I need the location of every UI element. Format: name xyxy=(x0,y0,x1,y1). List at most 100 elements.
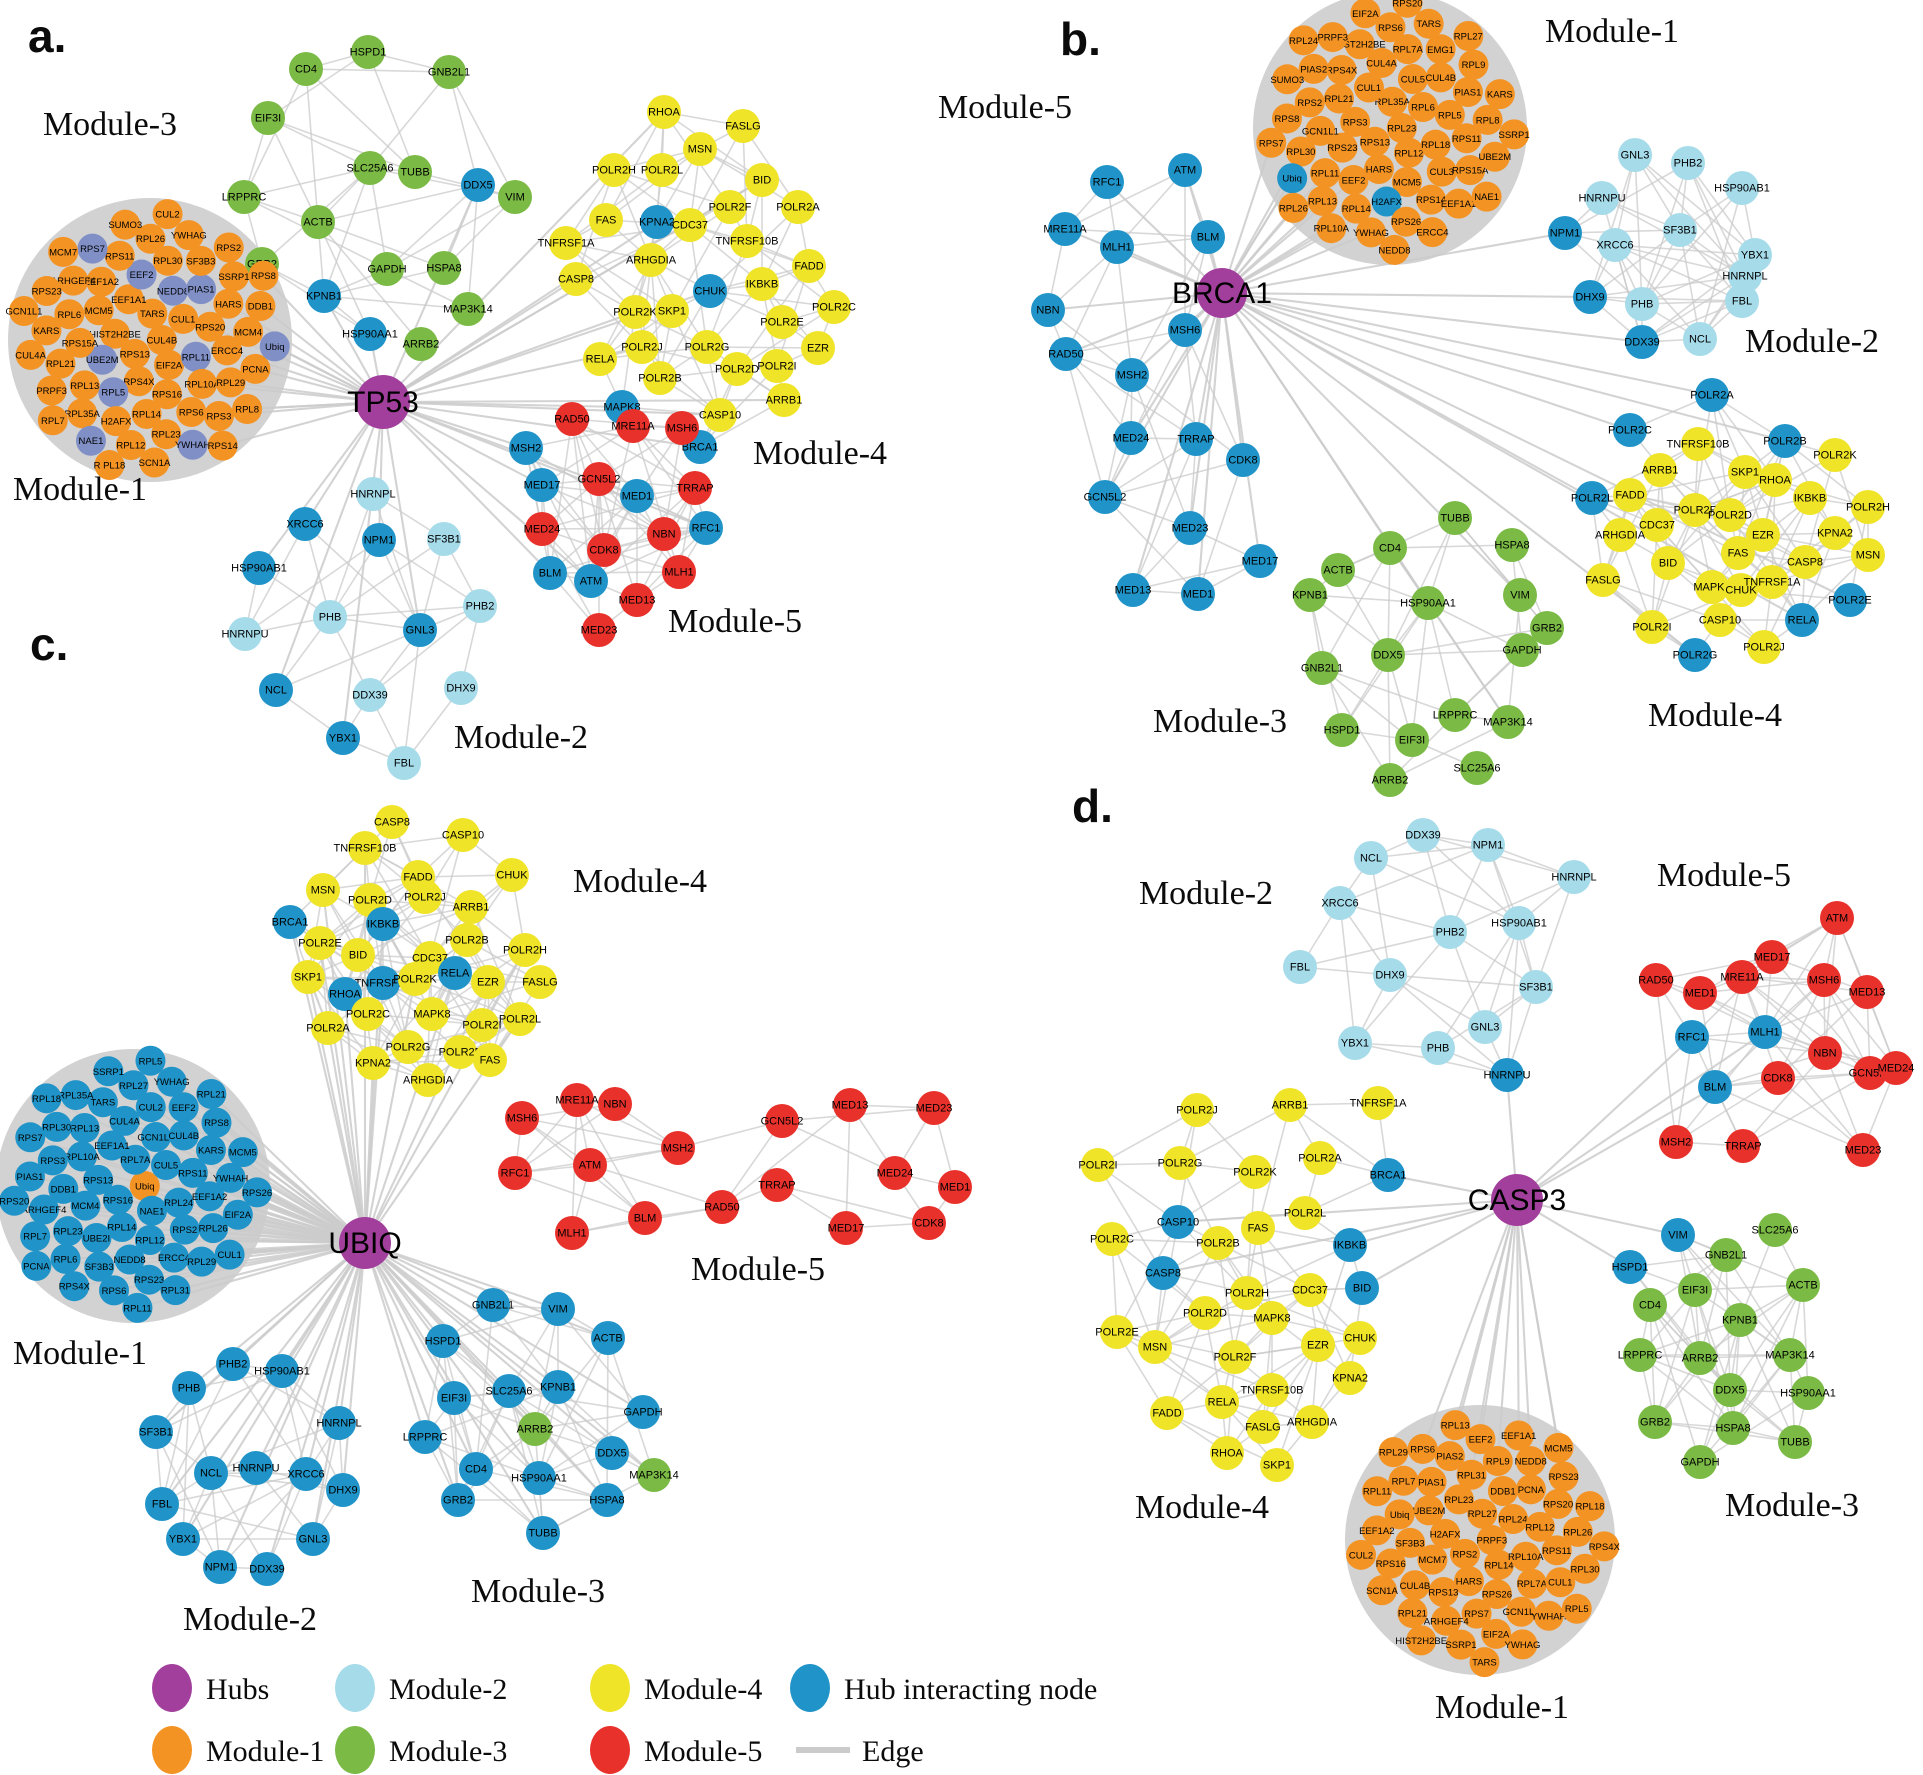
node-circle-PIAS1[interactable] xyxy=(1416,1466,1447,1497)
node-RPL6[interactable]: RPL6 xyxy=(50,1243,81,1274)
node-POLR2C[interactable]: POLR2C xyxy=(1608,413,1652,447)
node-circle-MED13[interactable] xyxy=(620,583,654,617)
node-circle-TNFRSF1A[interactable] xyxy=(1361,1086,1395,1120)
node-circle-CASP8[interactable] xyxy=(559,262,593,296)
node-circle-POLR2D[interactable] xyxy=(1188,1296,1222,1330)
node-circle-GNL3[interactable] xyxy=(403,613,437,647)
node-circle-IKBKB[interactable] xyxy=(1333,1228,1367,1262)
node-circle-NEDD8[interactable] xyxy=(114,1244,145,1275)
node-circle-EEF1A1[interactable] xyxy=(1443,188,1474,219)
node-circle-EIF2A[interactable] xyxy=(1481,1618,1512,1649)
node-circle-TNFRSF10B[interactable] xyxy=(1255,1373,1289,1407)
node-MED1[interactable]: MED1 xyxy=(620,479,654,513)
node-circle-RPL18[interactable] xyxy=(31,1083,62,1114)
node-circle-TRRAP[interactable] xyxy=(760,1168,794,1202)
node-PIAS1[interactable]: PIAS1 xyxy=(1416,1466,1447,1497)
node-EIF2A[interactable]: EIF2A xyxy=(154,349,185,380)
node-FASLG[interactable]: FASLG xyxy=(725,109,761,143)
node-ACTB[interactable]: ACTB xyxy=(301,205,335,239)
node-circle-YWHAH[interactable] xyxy=(177,429,208,460)
node-RPS2[interactable]: RPS2 xyxy=(213,232,244,263)
node-circle-CDK8[interactable] xyxy=(1761,1061,1795,1095)
node-SF3B1[interactable]: SF3B1 xyxy=(1519,970,1553,1004)
node-circle-MRE11A[interactable] xyxy=(1048,212,1082,246)
node-circle-FBL[interactable] xyxy=(1725,284,1759,318)
node-NCL[interactable]: NCL xyxy=(194,1456,228,1490)
node-circle-ACTB[interactable] xyxy=(1321,553,1355,587)
node-CDK8[interactable]: CDK8 xyxy=(587,533,621,567)
node-RPL13[interactable]: RPL13 xyxy=(1307,185,1338,216)
node-circle-KPNB1[interactable] xyxy=(1293,578,1327,612)
node-circle-ARRB1[interactable] xyxy=(1643,453,1677,487)
node-circle-RPS2[interactable] xyxy=(169,1214,200,1245)
node-circle-SCN1A[interactable] xyxy=(1366,1575,1397,1606)
node-circle-SLC25A6[interactable] xyxy=(1758,1213,1792,1247)
node-KPNB1[interactable]: KPNB1 xyxy=(306,279,342,313)
node-circle-RPS7[interactable] xyxy=(77,233,108,264)
node-circle-CUL4B[interactable] xyxy=(1425,62,1456,93)
node-circle-FBL[interactable] xyxy=(387,746,421,780)
node-circle-POLR2F[interactable] xyxy=(1218,1340,1252,1374)
node-circle-DDX39[interactable] xyxy=(353,678,387,712)
node-circle-CASP8[interactable] xyxy=(375,805,409,839)
node-RPL26[interactable]: RPL26 xyxy=(1278,192,1309,223)
node-GNL3[interactable]: GNL3 xyxy=(403,613,437,647)
node-circle-RPL8[interactable] xyxy=(1472,104,1503,135)
node-circle-CHUK[interactable] xyxy=(693,274,727,308)
node-RPS13[interactable]: RPS13 xyxy=(1428,1577,1458,1608)
node-circle-DDB1[interactable] xyxy=(1487,1475,1518,1506)
node-circle-POLR2L[interactable] xyxy=(1575,481,1609,515)
node-circle-CASP10[interactable] xyxy=(446,818,480,852)
node-RPL11[interactable]: RPL11 xyxy=(1362,1476,1393,1507)
node-MED17[interactable]: MED17 xyxy=(828,1211,865,1245)
node-SLC25A6[interactable]: SLC25A6 xyxy=(1751,1213,1799,1247)
node-FAS[interactable]: FAS xyxy=(473,1043,507,1077)
node-circle-NCL[interactable] xyxy=(259,673,293,707)
node-circle-ATM[interactable] xyxy=(573,1148,607,1182)
node-POLR2A[interactable]: POLR2A xyxy=(776,190,820,224)
node-HSP90AB1[interactable]: HSP90AB1 xyxy=(231,551,287,585)
node-circle-EIF3I[interactable] xyxy=(1395,723,1429,757)
node-circle-CUL3[interactable] xyxy=(1426,156,1457,187)
node-circle-MED17[interactable] xyxy=(525,468,559,502)
node-ACTB[interactable]: ACTB xyxy=(1321,553,1355,587)
node-MRE11A[interactable]: MRE11A xyxy=(1043,212,1087,246)
node-RPL7[interactable]: RPL7 xyxy=(20,1221,51,1252)
node-BLM[interactable]: BLM xyxy=(1698,1070,1732,1104)
node-circle-YWHAH[interactable] xyxy=(215,1162,246,1193)
node-DDX5[interactable]: DDX5 xyxy=(1371,638,1405,672)
node-circle-RPL9[interactable] xyxy=(1482,1445,1513,1476)
node-circle-MED24[interactable] xyxy=(525,512,559,546)
node-circle-POLR2J[interactable] xyxy=(1180,1093,1214,1127)
node-EIF2A[interactable]: EIF2A xyxy=(1481,1618,1512,1649)
node-circle-ARRB2[interactable] xyxy=(518,1412,552,1446)
node-circle-SCN1A[interactable] xyxy=(139,447,170,478)
node-RPS26[interactable]: RPS26 xyxy=(1391,206,1421,237)
node-RPL26[interactable]: RPL26 xyxy=(135,223,166,254)
node-TUBB[interactable]: TUBB xyxy=(526,1516,560,1550)
node-circle-RPL23[interactable] xyxy=(53,1216,84,1247)
node-circle-MLH1[interactable] xyxy=(1100,230,1134,264)
node-circle-RPL27[interactable] xyxy=(1467,1498,1498,1529)
node-RPS6[interactable]: RPS6 xyxy=(1375,12,1406,43)
node-RPL23[interactable]: RPL23 xyxy=(151,419,182,450)
node-circle-SUMO3[interactable] xyxy=(110,209,141,240)
node-SKP1[interactable]: SKP1 xyxy=(655,294,689,328)
node-IKBKB[interactable]: IKBKB xyxy=(366,907,400,941)
node-circle-RPL30[interactable] xyxy=(41,1111,72,1142)
node-circle-RPL23[interactable] xyxy=(151,419,182,450)
node-EIF3I[interactable]: EIF3I xyxy=(437,1381,471,1415)
node-circle-Ubiq[interactable] xyxy=(1384,1499,1415,1530)
node-ACTB[interactable]: ACTB xyxy=(591,1321,625,1355)
node-circle-GNL3[interactable] xyxy=(296,1522,330,1556)
node-MED1[interactable]: MED1 xyxy=(1683,976,1717,1010)
node-circle-EIF2A[interactable] xyxy=(154,349,185,380)
node-circle-HSPA8[interactable] xyxy=(590,1483,624,1517)
node-circle-UBE2M[interactable] xyxy=(87,344,118,375)
node-RPL24[interactable]: RPL24 xyxy=(163,1187,194,1218)
node-circle-MAP3K14[interactable] xyxy=(1491,705,1525,739)
node-circle-RPL8[interactable] xyxy=(232,393,263,424)
node-circle-RPL7A[interactable] xyxy=(120,1144,151,1175)
node-RPS23[interactable]: RPS23 xyxy=(1549,1461,1579,1492)
node-circle-RHOA[interactable] xyxy=(328,977,362,1011)
